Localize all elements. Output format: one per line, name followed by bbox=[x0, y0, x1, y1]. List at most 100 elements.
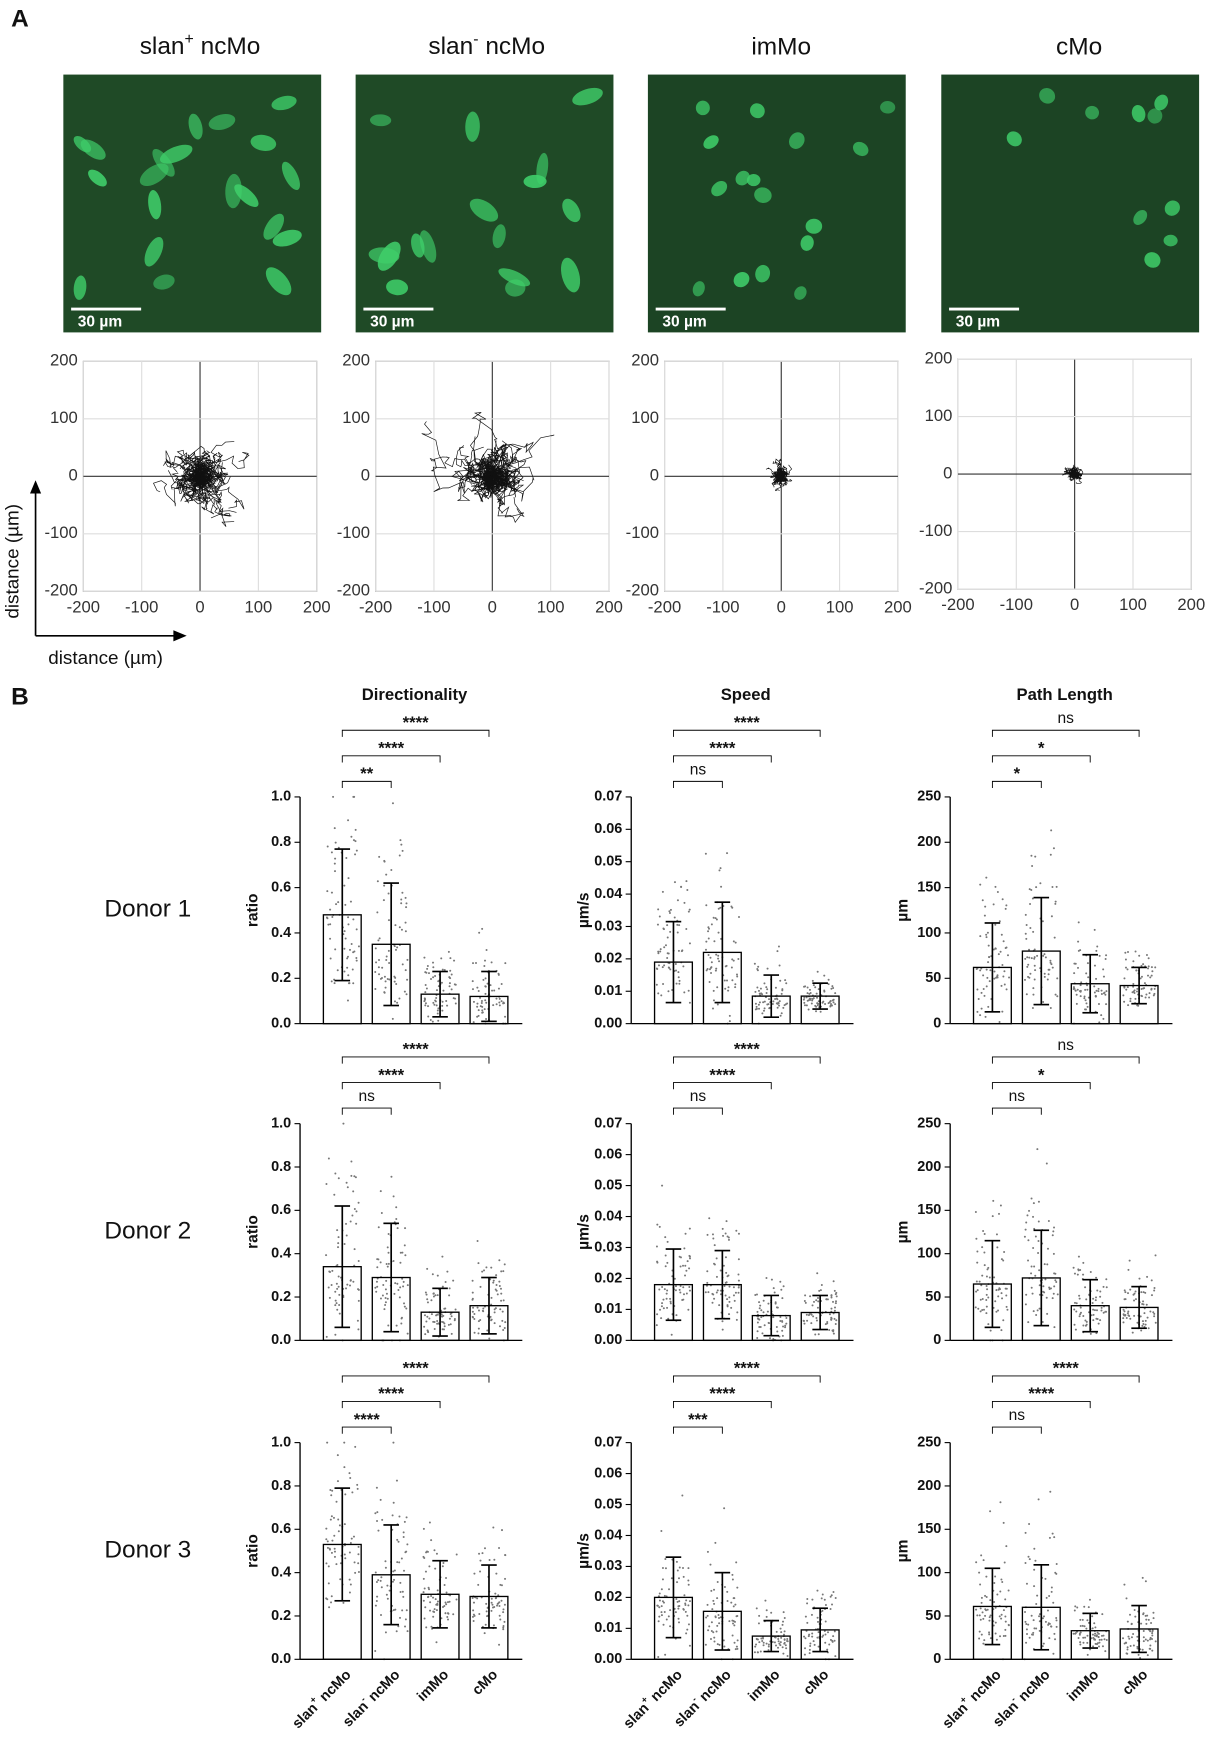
cell-dot bbox=[688, 1267, 691, 1270]
significance-bracket bbox=[341, 1401, 441, 1409]
cell-dot bbox=[454, 1308, 457, 1311]
cell-dot bbox=[1136, 1635, 1139, 1638]
cell-dot bbox=[502, 1628, 505, 1631]
cell-dot bbox=[733, 1641, 736, 1644]
x-tick-label: -100 bbox=[417, 597, 450, 616]
cell-dot bbox=[996, 1246, 999, 1249]
cell-dot bbox=[665, 1297, 668, 1300]
cell-dot bbox=[479, 1559, 482, 1562]
cell-dot bbox=[781, 1623, 784, 1626]
cell-dot bbox=[781, 1334, 784, 1337]
cell-dot bbox=[768, 998, 771, 1001]
cell-dot bbox=[1033, 1585, 1036, 1588]
cell-dot bbox=[392, 1259, 395, 1262]
cell-dot bbox=[733, 1624, 736, 1627]
cell-dot bbox=[336, 1229, 339, 1232]
cell-dot bbox=[724, 1294, 727, 1297]
cell-dot bbox=[1092, 1319, 1095, 1322]
cell-dot bbox=[982, 1308, 985, 1311]
cell-dot bbox=[404, 1227, 407, 1230]
cell-dot bbox=[1122, 1317, 1125, 1320]
cell-dot bbox=[502, 1626, 505, 1629]
cell-dot bbox=[1046, 1312, 1049, 1315]
cell bbox=[271, 95, 297, 111]
cell-dot bbox=[807, 1008, 810, 1011]
cell-dot bbox=[774, 997, 777, 1000]
cell-dot bbox=[683, 1594, 686, 1597]
cell-dot bbox=[1032, 1619, 1035, 1622]
cell-dot bbox=[806, 992, 809, 995]
cell-dot bbox=[335, 903, 338, 906]
cell-dot bbox=[706, 1550, 709, 1553]
cell-dot bbox=[1147, 965, 1150, 968]
cell-dot bbox=[427, 1015, 430, 1018]
cell-dot bbox=[1140, 988, 1143, 991]
cell-dot bbox=[387, 949, 390, 952]
cell-dot bbox=[1052, 1252, 1055, 1255]
cell-dot bbox=[975, 1608, 978, 1611]
cell-dot bbox=[997, 953, 1000, 956]
cell-dot bbox=[675, 1560, 678, 1563]
cell-dot bbox=[405, 1307, 408, 1310]
cell-dot bbox=[1048, 1594, 1051, 1597]
cell-dot bbox=[765, 991, 768, 994]
cell-dot bbox=[1136, 987, 1139, 990]
cell-dot bbox=[1047, 1622, 1050, 1625]
cell-dot bbox=[1146, 1639, 1149, 1642]
cell-dot bbox=[704, 1643, 707, 1646]
cell-dot bbox=[432, 1295, 435, 1298]
cell-dot bbox=[1131, 1331, 1134, 1334]
cell-dot bbox=[829, 1595, 832, 1598]
cell-dot bbox=[440, 957, 443, 960]
cell-dot bbox=[731, 1578, 734, 1581]
cell-dot bbox=[339, 1578, 342, 1581]
cell-dot bbox=[1006, 1308, 1009, 1311]
cell-dot bbox=[441, 1606, 444, 1609]
cell-dot bbox=[448, 1600, 451, 1603]
cell-dot bbox=[1100, 1309, 1103, 1312]
cell-dot bbox=[1030, 854, 1033, 857]
cell-dot bbox=[830, 1318, 833, 1321]
cell-dot bbox=[669, 1625, 672, 1628]
cell-dot bbox=[330, 891, 333, 894]
significance-bracket bbox=[341, 1056, 490, 1064]
cell-dot bbox=[980, 1007, 983, 1010]
cell-dot bbox=[670, 1577, 673, 1580]
cell-dot bbox=[1099, 1319, 1102, 1322]
cell-dot bbox=[1051, 1297, 1054, 1300]
cell-dot bbox=[809, 1642, 812, 1645]
cell-dot bbox=[327, 1157, 330, 1160]
cell-dot bbox=[1044, 1620, 1047, 1623]
cell-dot bbox=[325, 1527, 328, 1530]
cell-dot bbox=[719, 1293, 722, 1296]
cell-dot bbox=[502, 1270, 505, 1273]
cell-dot bbox=[767, 1643, 770, 1646]
cell-dot bbox=[664, 1236, 667, 1239]
cell-dot bbox=[1023, 1235, 1026, 1238]
cell-dot bbox=[354, 1445, 357, 1448]
cell-dot bbox=[353, 1207, 356, 1210]
cell-dot bbox=[1105, 954, 1108, 957]
cell-dot bbox=[1087, 1606, 1090, 1609]
cell-dot bbox=[397, 1540, 400, 1543]
cell-dot bbox=[1054, 1279, 1057, 1282]
cell-dot bbox=[673, 1277, 676, 1280]
cell-dot bbox=[1144, 1291, 1147, 1294]
cell-dot bbox=[678, 1566, 681, 1569]
cell-dot bbox=[352, 1280, 355, 1283]
cell-dot bbox=[995, 1289, 998, 1292]
cell-dot bbox=[395, 1479, 398, 1482]
cell-dot bbox=[734, 1603, 737, 1606]
cell-dot bbox=[383, 860, 386, 863]
cell-dot bbox=[430, 1595, 433, 1598]
cell-dot bbox=[1141, 1303, 1144, 1306]
cell-dot bbox=[993, 1601, 996, 1604]
cell-dot bbox=[656, 1260, 659, 1263]
cell-dot bbox=[1146, 1316, 1149, 1319]
cell-dot bbox=[1026, 1632, 1029, 1635]
cell-dot bbox=[471, 1291, 474, 1294]
cell-dot bbox=[657, 908, 660, 911]
cell-dot bbox=[804, 1637, 807, 1640]
cell-dot bbox=[762, 1299, 765, 1302]
cell-dot bbox=[397, 1625, 400, 1628]
